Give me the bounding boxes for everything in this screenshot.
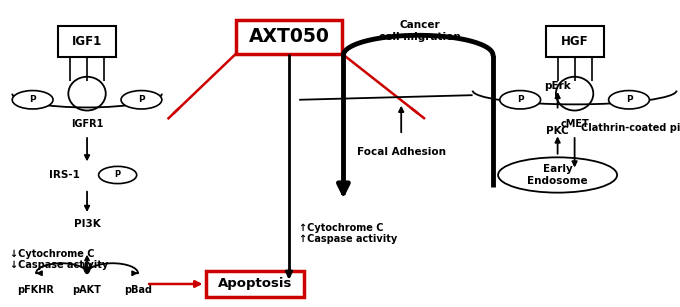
Text: P: P bbox=[626, 95, 632, 104]
Ellipse shape bbox=[498, 157, 617, 193]
Bar bbox=[205, 271, 305, 297]
Circle shape bbox=[500, 91, 541, 109]
Text: Early
Endosome: Early Endosome bbox=[527, 164, 588, 186]
Text: pErk: pErk bbox=[544, 81, 571, 91]
Circle shape bbox=[99, 166, 137, 184]
Text: P: P bbox=[114, 170, 121, 180]
Text: Cancer
cell migration: Cancer cell migration bbox=[379, 20, 461, 41]
Text: pAKT: pAKT bbox=[73, 285, 101, 295]
Circle shape bbox=[609, 91, 649, 109]
Text: AXT050: AXT050 bbox=[249, 27, 329, 46]
Text: Clathrin-coated pits: Clathrin-coated pits bbox=[581, 123, 680, 133]
Text: HGF: HGF bbox=[561, 35, 588, 48]
Text: IGFR1: IGFR1 bbox=[71, 119, 103, 129]
Text: ↓Cytochrome C
↓Caspase activity: ↓Cytochrome C ↓Caspase activity bbox=[10, 249, 108, 270]
Text: P: P bbox=[29, 95, 36, 104]
Text: cMET: cMET bbox=[560, 119, 589, 129]
Bar bbox=[237, 20, 341, 54]
Text: Focal Adhesion: Focal Adhesion bbox=[357, 147, 445, 157]
Text: pFKHR: pFKHR bbox=[18, 285, 54, 295]
Text: IGF1: IGF1 bbox=[72, 35, 102, 48]
Text: Apoptosis: Apoptosis bbox=[218, 278, 292, 290]
Ellipse shape bbox=[556, 77, 593, 111]
Text: pBad: pBad bbox=[124, 285, 152, 295]
Bar bbox=[58, 26, 116, 57]
Bar bbox=[546, 26, 604, 57]
Text: PI3K: PI3K bbox=[73, 219, 101, 229]
Text: P: P bbox=[517, 95, 524, 104]
Circle shape bbox=[121, 91, 162, 109]
Ellipse shape bbox=[68, 77, 106, 111]
Text: P: P bbox=[138, 95, 145, 104]
Text: ↑Cytochrome C
↑Caspase activity: ↑Cytochrome C ↑Caspase activity bbox=[299, 223, 397, 244]
Text: IRS-1: IRS-1 bbox=[50, 170, 80, 180]
Circle shape bbox=[12, 91, 53, 109]
Text: PKC: PKC bbox=[546, 126, 569, 136]
